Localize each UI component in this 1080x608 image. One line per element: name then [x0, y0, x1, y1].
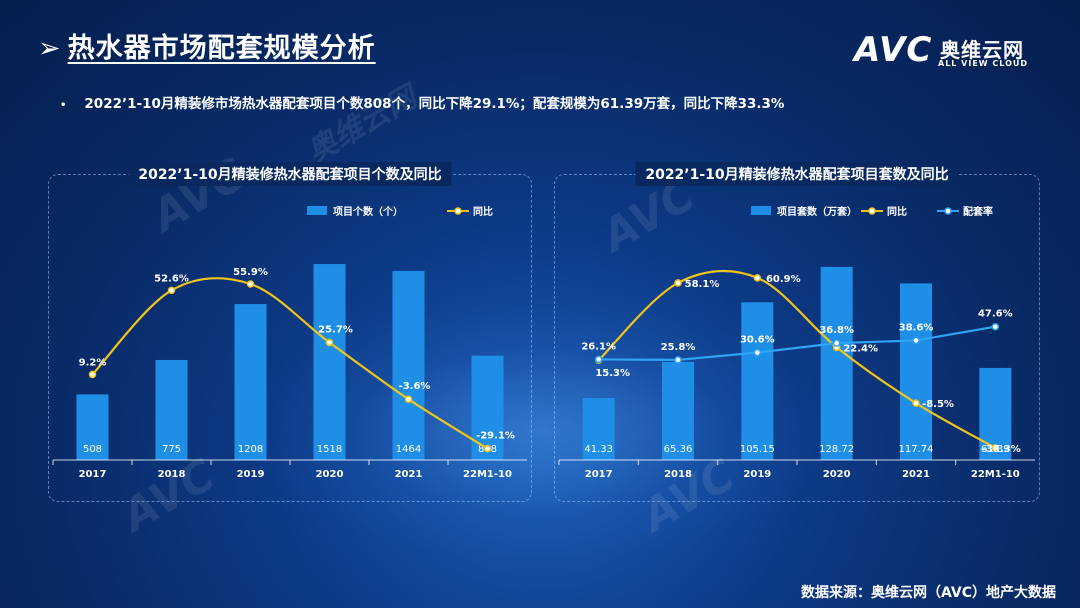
brand-logo: AVC 奥维云网 ALL VIEW CLOUD	[854, 30, 1054, 70]
bar	[662, 361, 694, 460]
x-tick-label: 2019	[237, 469, 265, 480]
chart-projects: 项目个数（个）同比5087751208151814648082017201820…	[52, 205, 527, 480]
x-tick-label: 2018	[158, 469, 186, 480]
chart-panel-projects: 2022’1-10月精装修热水器配套项目个数及同比 项目个数（个） 同比 508 77…	[48, 162, 532, 502]
yoy-value-label: -8.5%	[922, 399, 954, 410]
rate-point	[594, 355, 603, 364]
yoy-point	[246, 280, 255, 288]
summary-text: 2022’1-10月精装修市场热水器配套项目个数808个，同比下降29.1%；配…	[84, 96, 785, 112]
x-tick-label: 2017	[585, 469, 613, 480]
x-tick-label: 22M1-10	[463, 469, 512, 480]
bar	[820, 266, 853, 460]
rate-point	[753, 348, 762, 357]
bar-value-label: 1518	[317, 444, 342, 455]
summary-line: • 2022’1-10月精装修市场热水器配套项目个数808个，同比下降29.1%；…	[60, 92, 784, 112]
yoy-value-label: -33.3%	[982, 444, 1021, 455]
bar	[392, 271, 425, 460]
rate-point	[991, 322, 1000, 331]
yoy-value-label: 60.9%	[766, 274, 801, 285]
yoy-value-label: 22.4%	[843, 343, 878, 354]
yoy-line	[597, 269, 996, 449]
bar-value-label: 117.74	[899, 444, 934, 455]
bar	[155, 359, 188, 460]
rate-line	[598, 325, 996, 361]
page-title: ➢ 热水器市场配套规模分析	[38, 26, 376, 65]
yoy-point	[325, 338, 334, 347]
bar	[900, 283, 932, 460]
bar-value-label: 1464	[396, 444, 421, 455]
bar-value-label: 65.36	[664, 444, 693, 455]
page-title-text: 热水器市场配套规模分析	[67, 33, 376, 64]
x-tick-label: 2020	[316, 469, 344, 480]
watermark: 奥维云网	[301, 79, 423, 171]
chart-title-projects: 2022’1-10月精装修热水器配套项目个数及同比	[128, 162, 452, 186]
bullet-icon: •	[60, 100, 67, 111]
bar-value-label: 105.15	[740, 444, 775, 455]
yoy-point	[991, 444, 1000, 452]
yoy-value-label: 55.9%	[233, 267, 268, 278]
legend-swatch-marker	[944, 207, 952, 215]
bar-value-label: 775	[162, 444, 181, 455]
bar-value-label: 41.33	[584, 444, 613, 455]
bar	[741, 302, 774, 460]
yoy-value-label: 15.3%	[595, 368, 630, 379]
legend-label: 项目个数（个）	[333, 205, 403, 218]
legend-swatch-marker	[868, 207, 876, 215]
legend-swatch-marker	[454, 207, 462, 215]
rate-value-label: 38.6%	[899, 322, 934, 333]
yoy-value-label: 58.1%	[685, 279, 720, 290]
x-tick-label: 2019	[743, 469, 771, 480]
rate-value-label: 25.8%	[661, 342, 696, 353]
legend-label: 项目套数（万套）	[777, 205, 857, 218]
rate-value-label: 30.6%	[740, 335, 775, 346]
x-tick-label: 2021	[902, 469, 930, 480]
logo-name-en: ALL VIEW CLOUD	[938, 59, 1029, 68]
yoy-point	[483, 444, 492, 453]
bar-value-label: 1208	[238, 444, 263, 455]
x-tick-label: 2021	[395, 469, 423, 480]
yoy-line	[91, 277, 489, 450]
bar	[313, 264, 346, 460]
chart-panel-units: 2022’1-10月精装修热水器配套项目套数及同比 项目套数（万套） 同比 配套率 4…	[554, 162, 1040, 502]
yoy-point	[404, 395, 413, 403]
yoy-value-label: -29.1%	[476, 431, 515, 442]
bar	[234, 304, 267, 460]
x-tick-label: 2020	[823, 469, 851, 480]
yoy-value-label: -3.6%	[399, 381, 431, 392]
data-source: 数据来源：奥维云网（AVC）地产大数据	[801, 585, 1056, 601]
rate-value-label: 47.6%	[978, 309, 1013, 320]
yoy-value-label: 52.6%	[154, 273, 189, 284]
logo-mark: AVC	[854, 30, 933, 70]
legend-label: 配套率	[963, 205, 993, 218]
chart-title-units: 2022’1-10月精装修热水器配套项目套数及同比	[635, 162, 959, 186]
yoy-value-label: 25.7%	[318, 324, 353, 335]
x-tick-label: 2017	[79, 469, 107, 480]
yoy-point	[167, 286, 176, 295]
yoy-point	[753, 274, 762, 282]
x-tick-label: 22M1-10	[971, 469, 1020, 480]
title-arrow-icon: ➢	[38, 33, 62, 64]
bar-value-label: 128.72	[819, 444, 854, 455]
yoy-point	[674, 279, 682, 287]
yoy-point	[88, 370, 97, 379]
logo-name-cn: 奥维云网	[940, 38, 1024, 62]
legend-label: 同比	[473, 205, 493, 218]
legend-swatch-bar	[751, 206, 771, 215]
legend-swatch-bar	[307, 206, 327, 215]
x-tick-label: 2018	[664, 469, 692, 480]
legend-label: 同比	[887, 205, 907, 218]
bar	[76, 394, 109, 460]
yoy-point	[912, 399, 920, 407]
rate-point	[674, 356, 682, 364]
rate-point	[832, 339, 841, 347]
bar	[582, 398, 615, 460]
bar-value-label: 508	[83, 444, 102, 455]
yoy-value-label: 9.2%	[79, 357, 107, 368]
rate-point	[912, 336, 920, 345]
rate-value-label: 26.1%	[581, 341, 616, 352]
chart-units: 项目套数（万套） 同比 配套率 41.33 65.36 105.15 128.72 117.7…	[558, 205, 1035, 480]
rate-value-label: 36.8%	[819, 325, 854, 336]
